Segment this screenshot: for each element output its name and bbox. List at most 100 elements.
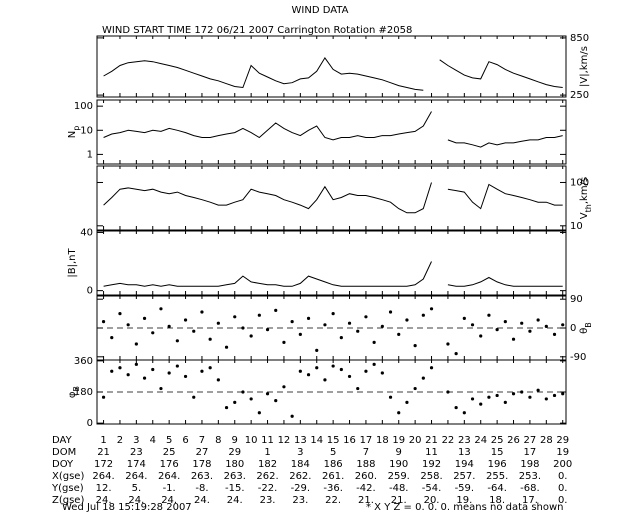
table-cell: 200 <box>553 459 572 470</box>
table-cell: 1 <box>100 435 106 446</box>
table-cell: 258. <box>420 471 442 482</box>
data-point <box>265 328 270 332</box>
data-point <box>208 337 212 341</box>
table-cell: 262. <box>256 471 278 482</box>
table-cell: 19. <box>456 495 472 506</box>
data-point <box>159 386 163 391</box>
table-cell: 9 <box>396 447 402 458</box>
table-cell: -48. <box>389 483 409 494</box>
data-line <box>103 111 432 141</box>
data-point <box>339 367 343 372</box>
table-cell: 264. <box>125 471 147 482</box>
data-point <box>110 369 114 373</box>
chart-title: WIND DATA <box>292 5 349 16</box>
data-point <box>306 316 311 320</box>
y-tick-label: 1 <box>87 149 93 160</box>
panel-frame <box>96 230 567 296</box>
table-cell: 260. <box>355 471 377 482</box>
data-point <box>405 400 409 404</box>
table-cell: 20 <box>409 435 422 446</box>
table-cell: 18 <box>376 435 389 446</box>
table-cell: 262. <box>289 471 311 482</box>
data-point <box>241 390 245 394</box>
table-cell: 1 <box>264 447 270 458</box>
table-row-label: X(gse) <box>52 471 84 482</box>
data-point <box>552 332 557 336</box>
table-cell: 17 <box>360 435 373 446</box>
table-cell: 172 <box>94 459 113 470</box>
table-cell: 5 <box>330 447 336 458</box>
data-point <box>421 313 425 317</box>
data-point <box>356 386 360 391</box>
data-point <box>511 392 516 396</box>
y-tick-label: 100 <box>74 101 93 112</box>
y-axis-label-part: |V|,km/s <box>579 46 590 87</box>
table-cell: 12. <box>96 483 112 494</box>
data-point <box>421 376 425 380</box>
data-point <box>479 402 483 406</box>
data-point <box>151 331 155 335</box>
data-point <box>233 400 237 404</box>
data-point <box>118 366 122 370</box>
y-axis-label-part: N <box>67 131 78 138</box>
data-point <box>175 339 179 343</box>
table-cell: 24 <box>474 435 487 446</box>
table-cell: 9 <box>232 435 238 446</box>
table-row-label: DOY <box>52 459 74 470</box>
table-cell: 176 <box>160 459 179 470</box>
table-cell: 26 <box>507 435 520 446</box>
table-row-label: Z(gse) <box>52 495 84 506</box>
data-point <box>183 318 188 322</box>
table-cell: 6 <box>182 435 188 446</box>
table-cell: -8. <box>195 483 208 494</box>
table-cell: 18. <box>489 495 505 506</box>
data-point <box>429 307 434 311</box>
table-cell: 21. <box>358 495 374 506</box>
y-axis-label-part: |B|,nT <box>67 248 78 278</box>
data-point <box>134 362 138 366</box>
data-point <box>216 378 220 382</box>
table-cell: 2 <box>117 435 123 446</box>
data-point <box>462 316 466 320</box>
table-cell: 19 <box>392 435 405 446</box>
data-point <box>159 307 163 311</box>
table-cell: -54. <box>422 483 442 494</box>
table-cell: 13 <box>294 435 307 446</box>
table-cell: 263. <box>224 471 246 482</box>
data-point <box>372 340 376 344</box>
data-point <box>249 397 253 401</box>
data-point <box>446 390 450 394</box>
data-point <box>274 308 278 312</box>
data-point <box>552 393 557 398</box>
table-cell: 12 <box>278 435 291 446</box>
y-tick-label: -90 <box>570 352 586 363</box>
table-cell: 20. <box>424 495 440 506</box>
data-point <box>405 318 409 322</box>
data-line <box>447 183 563 210</box>
table-cell: 182 <box>258 459 277 470</box>
table-cell: 190 <box>389 459 408 470</box>
data-point <box>192 395 196 399</box>
table-cell: -42. <box>356 483 376 494</box>
table-cell: 259. <box>388 471 410 482</box>
data-point <box>282 340 286 344</box>
data-point <box>347 321 352 325</box>
data-point <box>224 405 229 410</box>
y-tick-label: 360 <box>74 356 93 367</box>
footer-note: * X Y Z = 0. 0. 0. means no data shown <box>366 502 564 512</box>
data-point <box>356 329 360 333</box>
y-tick-label: 850 <box>570 33 589 44</box>
data-point <box>257 411 261 415</box>
y-axis-label: θB <box>579 322 593 334</box>
y-axis-label-part: B <box>72 386 81 392</box>
y-tick-label: 10 <box>80 125 93 136</box>
data-point <box>479 334 483 338</box>
data-point <box>315 348 319 352</box>
data-point <box>544 324 548 328</box>
y-tick-label: 0 <box>87 286 93 297</box>
y-axis-label-part: th <box>584 204 593 212</box>
data-point <box>388 310 393 314</box>
table-cell: -1. <box>163 483 176 494</box>
data-point <box>282 385 286 389</box>
y-axis-label: |V|,km/s <box>579 46 590 87</box>
